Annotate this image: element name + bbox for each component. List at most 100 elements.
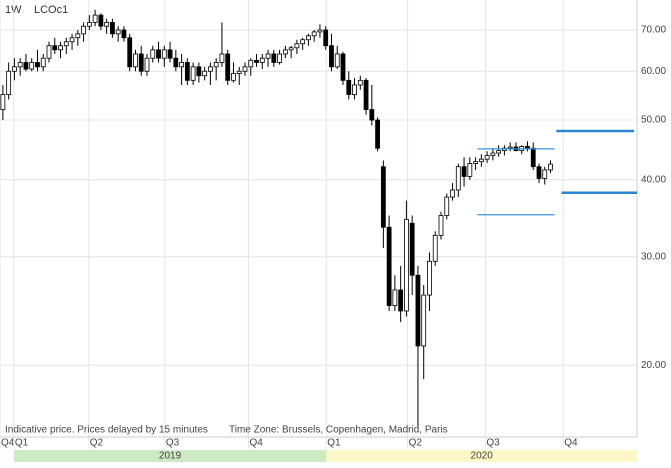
candle-body [202, 70, 208, 77]
candle-body [81, 25, 86, 35]
x-tick-label: Q4 [249, 438, 263, 449]
candle-body [179, 62, 184, 68]
candle-body [121, 29, 127, 39]
candle-body [334, 53, 340, 68]
candle-body [190, 66, 196, 81]
candle-body [225, 53, 231, 81]
candle-body [467, 163, 473, 177]
candle-body [427, 260, 432, 296]
period-label: 2020 [471, 451, 494, 462]
candle-body [52, 45, 58, 51]
note: Time Zone: Brussels, Copenhagen, Madrid,… [229, 425, 448, 436]
candle-body [404, 218, 409, 312]
candle-body [392, 289, 398, 306]
candle-body [455, 166, 461, 191]
candle-body [525, 146, 530, 149]
candle-body [346, 79, 352, 95]
candle-body [161, 49, 167, 59]
candle-body [357, 79, 363, 86]
candle-body [138, 53, 144, 72]
candle-body [421, 294, 427, 347]
x-tick-label: Q4 [1, 438, 15, 449]
candle-body [352, 84, 357, 95]
candle-body [23, 62, 29, 70]
candle-body [478, 158, 484, 163]
note: Indicative price. Prices delayed by 15 m… [5, 425, 208, 436]
candle-body [438, 215, 444, 236]
y-tick-label: 20.00 [641, 360, 666, 371]
candle-body [35, 62, 40, 68]
candle-body [259, 57, 265, 63]
candle-body [242, 66, 248, 72]
candle-body [144, 57, 150, 72]
x-tick-label: Q1 [15, 438, 29, 449]
candle-body [127, 37, 133, 68]
candle-body [208, 66, 213, 72]
candle-body [530, 147, 536, 168]
candle-body [311, 31, 317, 37]
candle-body [282, 49, 288, 55]
candle-body [46, 45, 52, 59]
candle-body [17, 62, 23, 68]
candle-body [219, 53, 225, 63]
candle-body [110, 22, 115, 35]
candle-body [323, 29, 329, 47]
candle-body [398, 289, 404, 312]
period-band [326, 450, 637, 462]
candle-body [542, 169, 548, 179]
candle-body [248, 59, 254, 68]
candle-body [104, 22, 110, 27]
y-tick-label: 30.00 [641, 251, 666, 262]
candle-body [40, 57, 46, 68]
candle-body [98, 14, 104, 27]
candle-body [196, 66, 202, 77]
candle-body [150, 49, 156, 59]
symbol: LCOc1 [34, 4, 68, 16]
candle-body [69, 37, 75, 43]
candle-body [75, 33, 81, 39]
candle-body [86, 22, 92, 27]
candle-body [329, 45, 334, 68]
candle-body [490, 152, 496, 156]
candle-body [415, 274, 421, 347]
x-tick-label: Q2 [409, 438, 423, 449]
candle-body [386, 226, 392, 306]
candle-body [6, 70, 12, 95]
candle-body [317, 29, 323, 33]
candle-body [92, 14, 98, 23]
candle-body [288, 47, 294, 51]
y-tick-label: 50.00 [641, 115, 666, 126]
period-band [13, 450, 327, 462]
candle-body [496, 150, 502, 154]
candle-body [409, 222, 415, 276]
y-tick-label: 40.00 [641, 174, 666, 185]
candle-body [265, 53, 271, 59]
candle-body [63, 41, 69, 47]
candle-body [254, 59, 259, 63]
candle-body [375, 119, 380, 149]
candle-body [236, 70, 242, 74]
candle-body [444, 196, 450, 216]
period-label: 2019 [159, 451, 182, 462]
x-tick-label: Q2 [90, 438, 104, 449]
candle-body [184, 62, 190, 81]
candle-body [115, 29, 121, 35]
x-tick-label: Q3 [166, 438, 180, 449]
candle-body [231, 73, 236, 81]
candle-body [271, 53, 277, 63]
candle-body [156, 49, 161, 59]
candle-body [507, 146, 513, 149]
candle-body [167, 49, 173, 59]
candle-body [473, 161, 478, 164]
candle-body [340, 53, 346, 81]
candle-body [363, 79, 369, 110]
candle-body [294, 43, 300, 49]
x-tick-label: Q3 [486, 438, 500, 449]
candle-body [29, 62, 35, 70]
candle-body [461, 166, 467, 177]
candle-body [450, 189, 455, 198]
x-tick-label: Q1 [327, 438, 341, 449]
candle-body [548, 163, 553, 171]
